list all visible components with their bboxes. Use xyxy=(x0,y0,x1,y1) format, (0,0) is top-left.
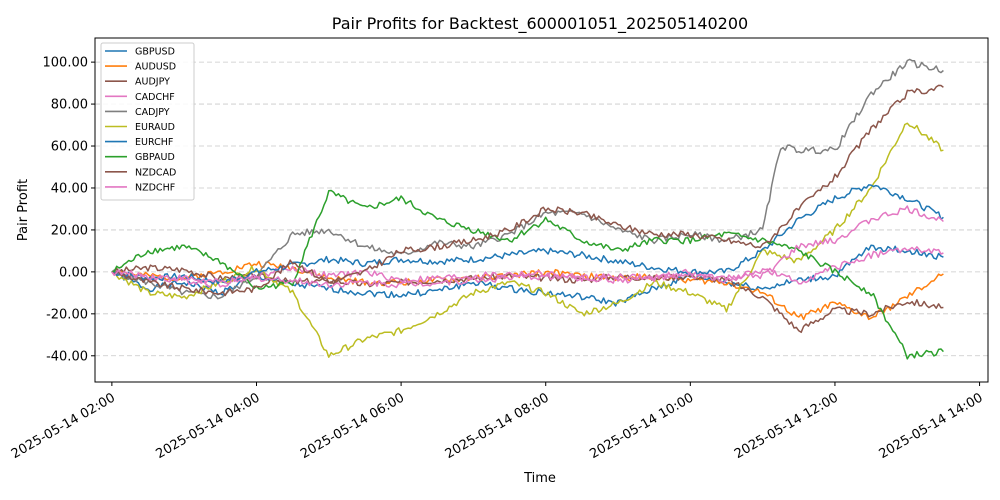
legend-label: AUDUSD xyxy=(135,62,176,73)
legend-label: CADCHF xyxy=(135,92,175,103)
legend-label: NZDCAD xyxy=(135,167,176,178)
x-tick-label: 2025-05-14 10:00 xyxy=(587,390,696,462)
y-tick-label: 60.00 xyxy=(51,140,88,155)
series-line-euraud xyxy=(111,122,944,358)
legend-label: GBPAUD xyxy=(135,152,175,163)
y-tick-label: -20.00 xyxy=(46,307,88,322)
legend-label: CADJPY xyxy=(135,107,170,118)
x-axis: 2025-05-14 02:00 2025-05-14 04:00 2025-05-… xyxy=(9,382,986,462)
series-line-eurchf xyxy=(111,184,944,285)
series-line-nzdcad xyxy=(111,84,944,297)
series-lines xyxy=(111,58,944,360)
x-tick-label: 2025-05-14 14:00 xyxy=(877,390,986,462)
legend-label: AUDJPY xyxy=(135,77,170,88)
legend-label: EURAUD xyxy=(135,122,175,133)
x-tick-label: 2025-05-14 04:00 xyxy=(154,390,263,462)
x-tick-label: 2025-05-14 06:00 xyxy=(298,390,407,462)
y-tick-label: 0.00 xyxy=(59,265,88,280)
legend: GBPUSD AUDUSD AUDJPY CADCHF CADJPY EURAUD EURC… xyxy=(100,42,195,201)
series-line-gbpaud xyxy=(111,189,944,360)
chart-title: Pair Profits for Backtest_600001051_2025… xyxy=(332,14,748,34)
y-axis-label: Pair Profit xyxy=(16,179,31,241)
legend-box xyxy=(100,42,195,201)
legend-label: EURCHF xyxy=(135,137,173,148)
legend-label: GBPUSD xyxy=(135,47,175,58)
x-tick-label: 2025-05-14 08:00 xyxy=(443,390,552,462)
y-tick-label: 20.00 xyxy=(51,223,88,238)
series-line-nzdchf xyxy=(111,205,944,289)
x-tick-label: 2025-05-14 12:00 xyxy=(732,390,841,462)
y-axis: -40.00 -20.00 0.00 20.00 40.00 60.00 80.00 100.… xyxy=(43,56,95,364)
y-tick-label: -40.00 xyxy=(46,349,88,364)
x-tick-label: 2025-05-14 02:00 xyxy=(9,390,118,462)
series-line-cadjpy xyxy=(111,58,944,300)
y-tick-label: 100.00 xyxy=(43,56,89,71)
y-tick-label: 80.00 xyxy=(51,98,88,113)
legend-label: NZDCHF xyxy=(135,182,175,193)
x-axis-label: Time xyxy=(523,471,556,486)
y-tick-label: 40.00 xyxy=(51,181,88,196)
plot-frame xyxy=(94,37,989,383)
